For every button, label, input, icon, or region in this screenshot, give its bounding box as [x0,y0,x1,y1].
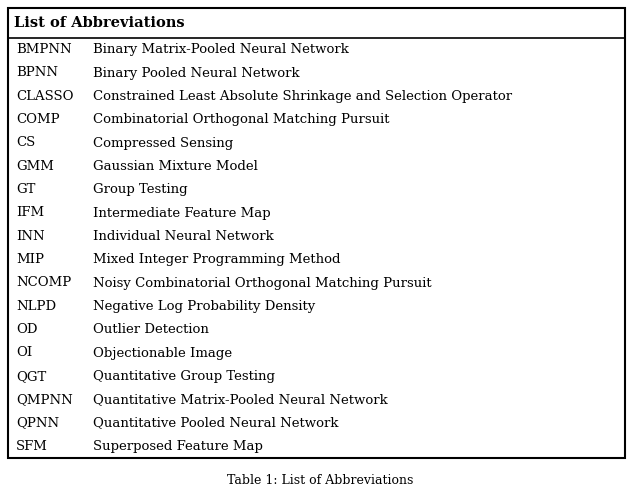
Text: IFM: IFM [16,206,44,220]
Text: NLPD: NLPD [16,300,56,313]
Text: BPNN: BPNN [16,66,58,80]
Text: Gaussian Mixture Model: Gaussian Mixture Model [93,160,258,173]
Text: Binary Pooled Neural Network: Binary Pooled Neural Network [93,66,300,80]
Text: QGT: QGT [16,370,46,383]
Text: INN: INN [16,230,45,243]
Text: QPNN: QPNN [16,416,59,430]
Text: Objectionable Image: Objectionable Image [93,346,232,360]
Text: Quantitative Matrix-Pooled Neural Network: Quantitative Matrix-Pooled Neural Networ… [93,393,388,406]
Text: OI: OI [16,346,32,360]
Text: NCOMP: NCOMP [16,276,71,289]
Text: COMP: COMP [16,113,60,126]
Text: GT: GT [16,183,35,196]
Text: Group Testing: Group Testing [93,183,188,196]
Text: Compressed Sensing: Compressed Sensing [93,136,233,149]
Text: Individual Neural Network: Individual Neural Network [93,230,274,243]
Text: Mixed Integer Programming Method: Mixed Integer Programming Method [93,253,340,266]
Text: Constrained Least Absolute Shrinkage and Selection Operator: Constrained Least Absolute Shrinkage and… [93,90,512,103]
Text: QMPNN: QMPNN [16,393,73,406]
Text: Quantitative Pooled Neural Network: Quantitative Pooled Neural Network [93,416,339,430]
Text: GMM: GMM [16,160,54,173]
Text: CS: CS [16,136,35,149]
Text: Binary Matrix-Pooled Neural Network: Binary Matrix-Pooled Neural Network [93,43,349,56]
Text: CLASSO: CLASSO [16,90,74,103]
Text: Table 1: List of Abbreviations: Table 1: List of Abbreviations [227,474,413,486]
Text: Negative Log Probability Density: Negative Log Probability Density [93,300,316,313]
Text: Noisy Combinatorial Orthogonal Matching Pursuit: Noisy Combinatorial Orthogonal Matching … [93,276,431,289]
Text: Outlier Detection: Outlier Detection [93,323,209,336]
Text: SFM: SFM [16,440,48,453]
Text: MIP: MIP [16,253,44,266]
Text: Superposed Feature Map: Superposed Feature Map [93,440,263,453]
Text: Quantitative Group Testing: Quantitative Group Testing [93,370,275,383]
Text: List of Abbreviations: List of Abbreviations [14,16,184,30]
Text: OD: OD [16,323,38,336]
Text: BMPNN: BMPNN [16,43,72,56]
Text: Intermediate Feature Map: Intermediate Feature Map [93,206,271,220]
Text: Combinatorial Orthogonal Matching Pursuit: Combinatorial Orthogonal Matching Pursui… [93,113,390,126]
